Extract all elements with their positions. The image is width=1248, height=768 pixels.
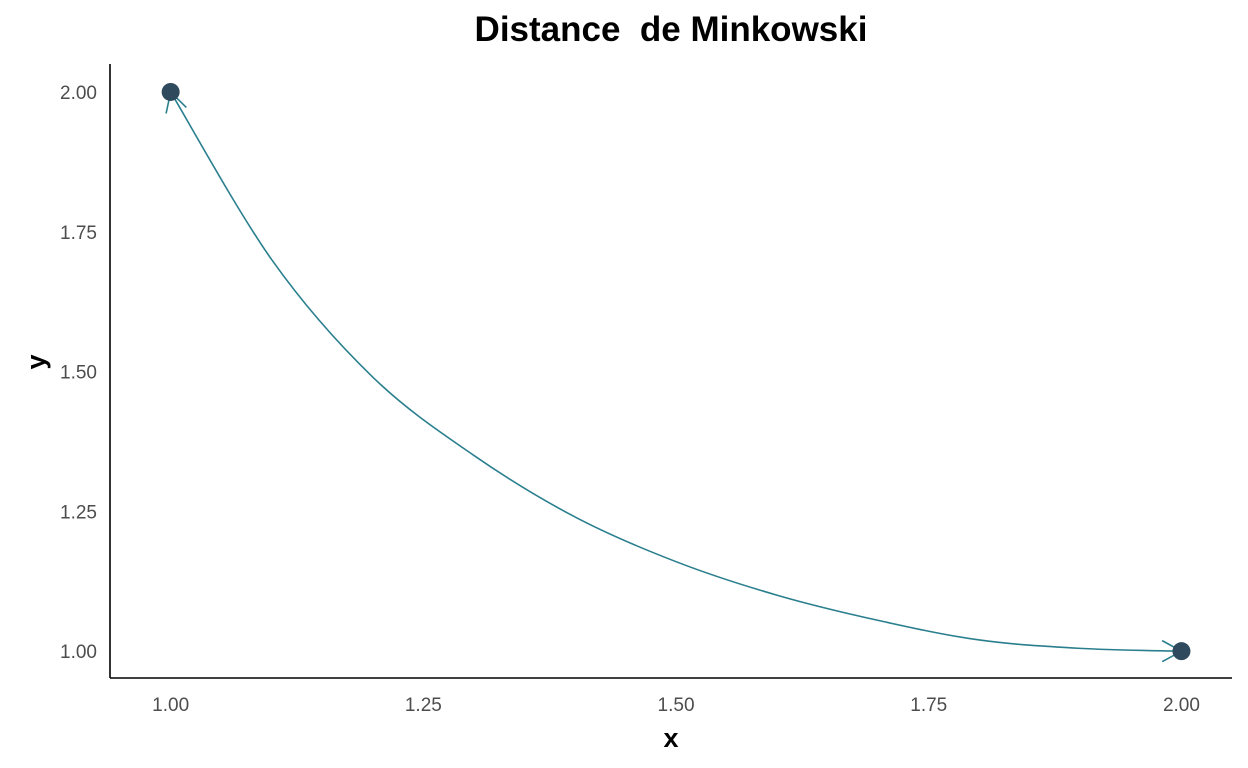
y-tick-label: 2.00: [60, 83, 97, 104]
x-axis-ticks: 1.00 1.25 1.50 1.75 2.00: [152, 695, 1200, 716]
y-tick-label: 1.25: [60, 502, 97, 523]
y-tick-label: 1.00: [60, 642, 97, 663]
x-tick-label: 2.00: [1163, 695, 1200, 716]
y-axis-title: y: [21, 354, 51, 369]
x-axis-title: x: [663, 723, 678, 753]
data-points: [161, 82, 1191, 661]
axes: [109, 64, 1232, 679]
y-tick-label: 1.75: [60, 223, 97, 244]
y-axis-ticks: 1.00 1.25 1.50 1.75 2.00: [60, 83, 97, 663]
x-tick-label: 1.50: [658, 695, 695, 716]
minkowski-curve: [169, 91, 1182, 652]
x-tick-label: 1.75: [910, 695, 947, 716]
y-tick-label: 1.50: [60, 363, 97, 384]
x-tick-label: 1.00: [152, 695, 189, 716]
data-point: [1172, 642, 1191, 661]
data-point: [161, 82, 180, 101]
arrowheads: [165, 90, 1184, 663]
x-tick-label: 1.25: [405, 695, 442, 716]
chart-title: Distance de Minkowski: [474, 10, 868, 49]
